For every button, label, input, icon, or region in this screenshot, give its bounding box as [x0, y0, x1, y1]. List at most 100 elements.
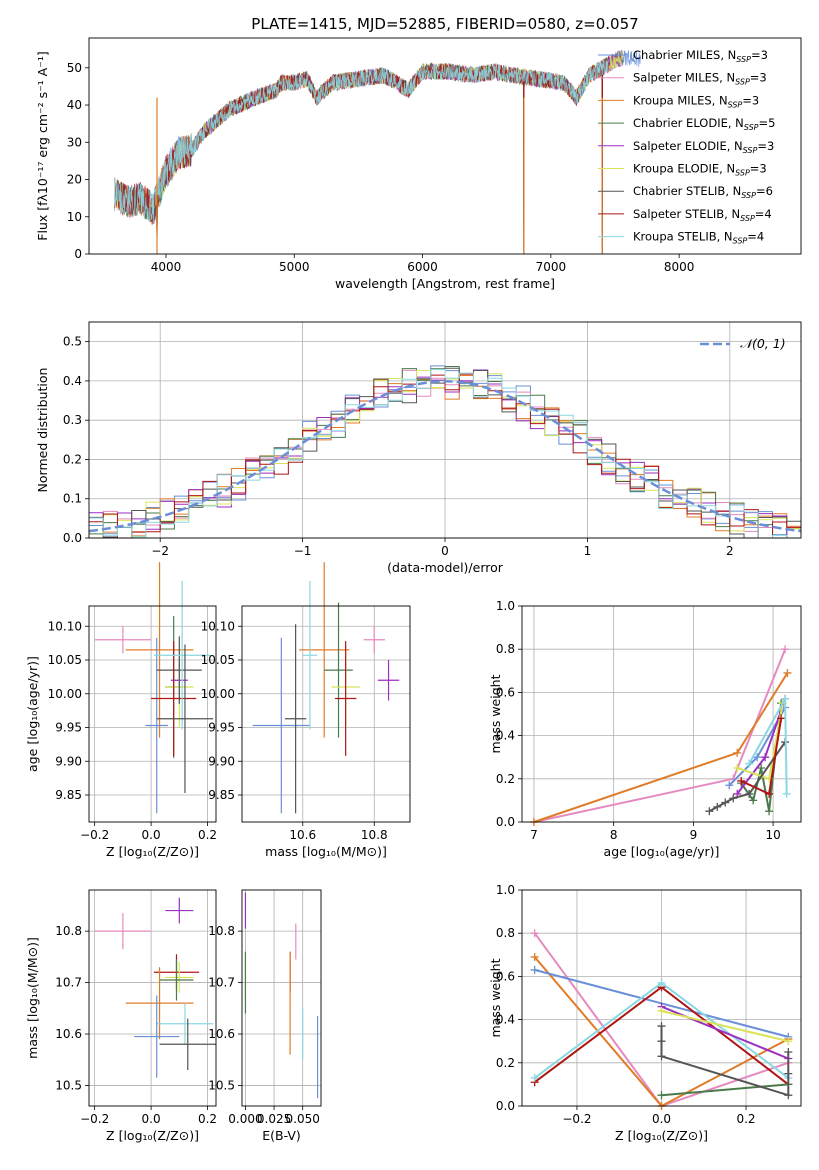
chart-age-vs-mass: 10.6 10.8 9.85 9.90 9.95 10.00 10.05 10.10 mass … [201, 562, 411, 859]
y-tick-label: 9.85 [55, 788, 82, 802]
series-marker [784, 1091, 793, 1100]
x-axis-label: (data-model)/error [387, 560, 504, 575]
legend-entry: Salpeter MILES, NSSP=3 [633, 71, 767, 87]
axes-frame [241, 889, 322, 1107]
data-point [156, 636, 202, 704]
data-point [156, 644, 214, 793]
y-tick-label: 0.2 [63, 452, 82, 466]
spectrum-lines [114, 49, 641, 254]
y-tick-label: 40 [67, 98, 82, 112]
chart-mass-weight-vs-z: −0.2 0.0 0.2 0.0 0.2 0.4 0.6 0.8 1.0 Z [log₁₀(Z/Z… [488, 883, 802, 1143]
legend-entry: Chabrier MILES, NSSP=3 [633, 48, 768, 64]
data-point [145, 637, 169, 814]
x-tick-label: 10.6 [289, 828, 316, 842]
y-tick-label: 0.1 [63, 492, 82, 506]
x-axis-label: Z [log₁₀(Z/Z⊙)] [615, 1128, 708, 1143]
chart-mass-vs-z: −0.2 0.0 0.2 10.5 10.6 10.7 10.8 Z [log₁₀(Z/Z⊙)… [25, 889, 217, 1143]
x-tick-label: 0.025 [257, 1112, 291, 1126]
x-tick-label: 0.2 [736, 1112, 755, 1126]
y-tick-label: 10 [67, 210, 82, 224]
y-tick-label: 10.10 [48, 619, 82, 633]
x-tick-label: 0.050 [286, 1112, 320, 1126]
data-point [151, 641, 197, 756]
x-tick-label: 0 [441, 544, 449, 558]
series-marker [657, 1091, 666, 1100]
x-axis-label: mass [log₁₀(M/M⊙)] [265, 844, 387, 859]
axes-frame [88, 321, 802, 539]
y-tick-label: 1.0 [496, 599, 515, 613]
x-axis-label: age [log₁₀(age/yr)] [604, 844, 720, 859]
series-marker [713, 802, 722, 811]
data-point [94, 626, 152, 654]
data-point [377, 660, 400, 701]
x-tick-label: 0.0 [142, 828, 161, 842]
series-marker [530, 1073, 539, 1082]
y-tick-label: 0.0 [496, 815, 515, 829]
y-axis-label: mass [log₁₀(M/M⊙)] [25, 937, 40, 1059]
data-point [299, 562, 350, 738]
x-tick-label: 0.000 [228, 1112, 262, 1126]
series-marker [783, 668, 792, 677]
series-marker [777, 714, 786, 723]
data-point [125, 562, 194, 738]
y-tick-label: 10.05 [201, 653, 235, 667]
y-axis-label: Normed distribution [35, 368, 50, 493]
y-tick-label: 0.8 [496, 642, 515, 656]
legend-entry: Salpeter ELODIE, NSSP=3 [633, 139, 774, 155]
y-tick-label: 20 [67, 173, 82, 187]
x-tick-label: 10 [765, 828, 780, 842]
x-tick-label: 0.0 [142, 1112, 161, 1126]
series-marker [733, 764, 742, 772]
y-tick-label: 10.05 [48, 653, 82, 667]
data-point [125, 967, 194, 1040]
axes-frame [88, 605, 217, 823]
series-marker [781, 645, 790, 654]
series-line [661, 1083, 789, 1097]
x-tick-label: −1 [294, 544, 312, 558]
data-point [165, 897, 194, 924]
legend-entry: Salpeter STELIB, NSSP=4 [633, 207, 772, 223]
series-marker [705, 807, 714, 816]
y-tick-label: 10.8 [208, 924, 235, 938]
series-marker [782, 789, 791, 798]
y-tick-label: 10.5 [55, 1078, 82, 1092]
x-tick-label: −0.2 [562, 1112, 591, 1126]
y-tick-label: 0.6 [496, 969, 515, 983]
y-axis-label: mass weight [488, 958, 503, 1037]
y-tick-label: 30 [67, 135, 82, 149]
y-tick-label: 10.8 [55, 924, 82, 938]
y-tick-label: 0.4 [496, 729, 515, 743]
y-tick-label: 0.2 [496, 772, 515, 786]
data-point [134, 995, 180, 1078]
series-marker [657, 1022, 666, 1031]
data-point [159, 1018, 216, 1070]
y-tick-label: 9.85 [208, 788, 235, 802]
series-line [533, 672, 789, 823]
x-tick-label: 1 [584, 544, 592, 558]
y-axis-label: age [log₁₀(age/yr)] [25, 656, 40, 772]
chart-residuals: −2 −1 0 1 2 0.0 0.1 0.2 0.3 0.4 0.5 (data-model)/er… [35, 321, 802, 575]
legend-entry: 𝒩(0, 1) [740, 336, 786, 351]
x-tick-label: 2 [726, 544, 734, 558]
series-marker [530, 952, 539, 961]
y-tick-label: 0 [74, 247, 82, 261]
series-marker [784, 1037, 793, 1046]
y-tick-label: 0.4 [496, 1013, 515, 1027]
y-tick-label: 10.6 [55, 1027, 82, 1041]
data-point [159, 959, 194, 1001]
x-tick-label: 0.2 [198, 1112, 217, 1126]
legend-entry: Kroupa STELIB, NSSP=4 [633, 230, 764, 246]
y-tick-label: 0.3 [63, 413, 82, 427]
x-axis-label: Z [log₁₀(Z/Z⊙)] [106, 1128, 199, 1143]
y-tick-label: 10.00 [48, 687, 82, 701]
y-tick-label: 0.4 [63, 374, 82, 388]
series-marker [721, 798, 730, 807]
series-marker [657, 1037, 666, 1046]
y-tick-label: 10.00 [201, 687, 235, 701]
y-tick-label: 10.6 [208, 1027, 235, 1041]
x-axis-label: E(B-V) [262, 1128, 301, 1143]
y-tick-label: 10.10 [201, 619, 235, 633]
y-tick-label: 9.90 [208, 754, 235, 768]
x-axis-label: wavelength [Angstrom, rest frame] [335, 276, 555, 291]
